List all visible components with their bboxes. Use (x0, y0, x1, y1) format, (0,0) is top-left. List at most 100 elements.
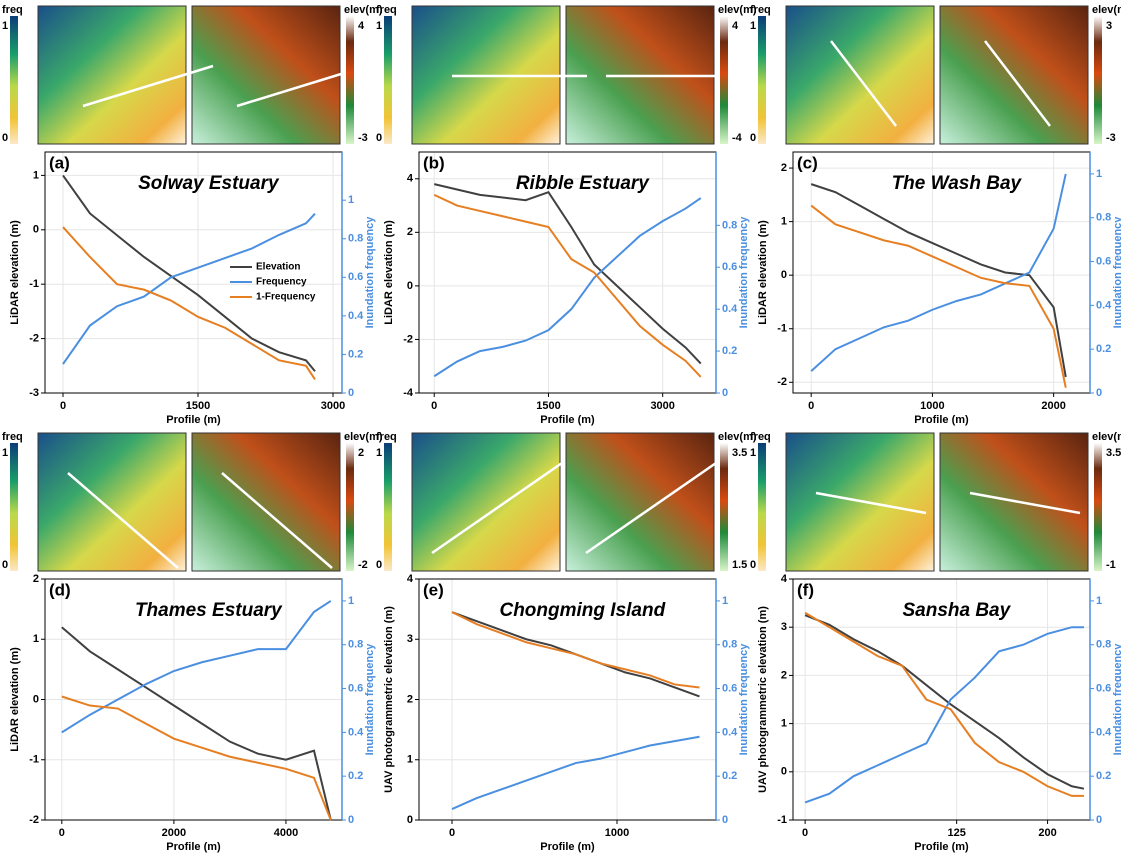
data-line (451, 611, 700, 689)
profile-arrow (82, 64, 214, 108)
y2-tick-label: 0.4 (722, 303, 738, 315)
profile-arrow (236, 64, 368, 108)
panel-label: (c) (797, 153, 818, 172)
colorbar-tick: 3.5 (1106, 447, 1121, 459)
colorbar (384, 16, 392, 144)
x-axis-label: Profile (m) (914, 841, 969, 853)
colorbar-tick: 0 (750, 559, 756, 571)
y2-tick-label: 0 (348, 814, 354, 826)
profile-arrow (585, 461, 717, 555)
colorbar (1094, 443, 1102, 571)
colorbar-label: freq (376, 431, 397, 443)
x-tick-label: 0 (802, 827, 808, 839)
colorbar-tick: -1 (1106, 559, 1116, 571)
y-tick-label: 0 (781, 766, 787, 778)
colorbar-label: elev(m) (718, 4, 757, 16)
colorbar-label: elev(m) (1092, 431, 1121, 443)
y-tick-label: 2 (407, 226, 413, 238)
y-tick-label: 3 (781, 621, 787, 633)
y-tick-label: -1 (777, 323, 787, 335)
colorbar-label: freq (2, 431, 23, 443)
y-tick-label: -3 (29, 387, 39, 399)
y-tick-label: 1 (33, 633, 39, 645)
panel-label: (e) (423, 580, 444, 599)
elev-map (939, 5, 1089, 145)
colorbar (758, 443, 766, 571)
x-tick-label: 0 (60, 400, 66, 412)
y2-tick-label: 0.2 (1096, 770, 1111, 782)
data-line (810, 173, 1067, 372)
y-tick-label: -2 (29, 333, 39, 345)
colorbar-tick: -2 (358, 559, 368, 571)
data-line (433, 193, 702, 378)
x-tick-label: 200 (1038, 827, 1056, 839)
y2-tick-label: 0.8 (348, 233, 363, 245)
x-tick-label: 0 (59, 827, 65, 839)
elev-map (191, 432, 341, 572)
y2-tick-label: 0.8 (722, 219, 737, 231)
colorbar (10, 443, 18, 571)
chart-title: Thames Estuary (135, 600, 283, 621)
y-tick-label: 0 (407, 814, 413, 826)
data-line (62, 213, 316, 365)
data-line (451, 735, 700, 810)
x-tick-label: 125 (947, 827, 965, 839)
colorbar-tick: 1 (2, 20, 8, 32)
data-line (804, 614, 1085, 790)
x-tick-label: 0 (808, 400, 814, 412)
x-tick-label: 1500 (186, 400, 210, 412)
y-axis-label: LiDAR elevation (m) (383, 220, 395, 325)
colorbar-tick: 3.5 (732, 447, 747, 459)
y-tick-label: 2 (781, 162, 787, 174)
chart-title: Chongming Island (499, 600, 665, 621)
chart-title: The Wash Bay (892, 173, 1023, 194)
data-line (810, 204, 1067, 388)
colorbar (10, 16, 18, 144)
data-line (62, 226, 316, 380)
y-tick-label: 1 (781, 216, 787, 228)
y2-tick-label: 0 (722, 387, 728, 399)
colorbar-label: elev(m) (344, 431, 383, 443)
colorbar-tick: -3 (358, 132, 368, 144)
x-tick-label: 1000 (605, 827, 629, 839)
y2-tick-label: 0.2 (348, 348, 363, 360)
profile-arrow (221, 472, 333, 569)
freq-map (37, 5, 187, 145)
y2-tick-label: 0.6 (722, 682, 737, 694)
y-tick-label: 2 (33, 573, 39, 585)
colorbar (758, 16, 766, 144)
colorbar-tick: 1 (376, 447, 382, 459)
y-tick-label: 0 (781, 269, 787, 281)
colorbar (346, 443, 354, 571)
y2-tick-label: 0.4 (348, 310, 364, 322)
colorbar-label: elev(m) (1092, 4, 1121, 16)
y2-tick-label: 1 (1096, 168, 1102, 180)
colorbar-tick: 1 (750, 20, 756, 32)
y2-axis-label: Inundation frequency (1112, 216, 1121, 329)
y2-tick-label: 1 (722, 595, 728, 607)
chart-title: Sansha Bay (902, 600, 1011, 621)
y2-tick-label: 1 (348, 194, 354, 206)
colorbar-tick: 2 (358, 447, 364, 459)
y-tick-label: 0 (33, 224, 39, 236)
colorbar-tick: -3 (1106, 132, 1116, 144)
x-axis-label: Profile (m) (540, 841, 595, 853)
data-line (810, 183, 1067, 378)
y2-tick-label: 0.6 (1096, 255, 1111, 267)
y-tick-label: 0 (407, 280, 413, 292)
colorbar-label: freq (750, 4, 771, 16)
colorbar-label: elev(m) (718, 431, 757, 443)
colorbar-tick: 1 (750, 447, 756, 459)
x-tick-label: 1500 (536, 400, 560, 412)
colorbar (384, 443, 392, 571)
y-axis-label: LiDAR elevation (m) (9, 220, 21, 325)
data-line (434, 183, 702, 365)
y2-tick-label: 0 (1096, 387, 1102, 399)
colorbar-label: freq (750, 431, 771, 443)
colorbar-tick: 1 (2, 447, 8, 459)
data-line (804, 611, 1084, 797)
y2-tick-label: 0.6 (348, 682, 363, 694)
colorbar (346, 16, 354, 144)
data-line (61, 626, 332, 821)
